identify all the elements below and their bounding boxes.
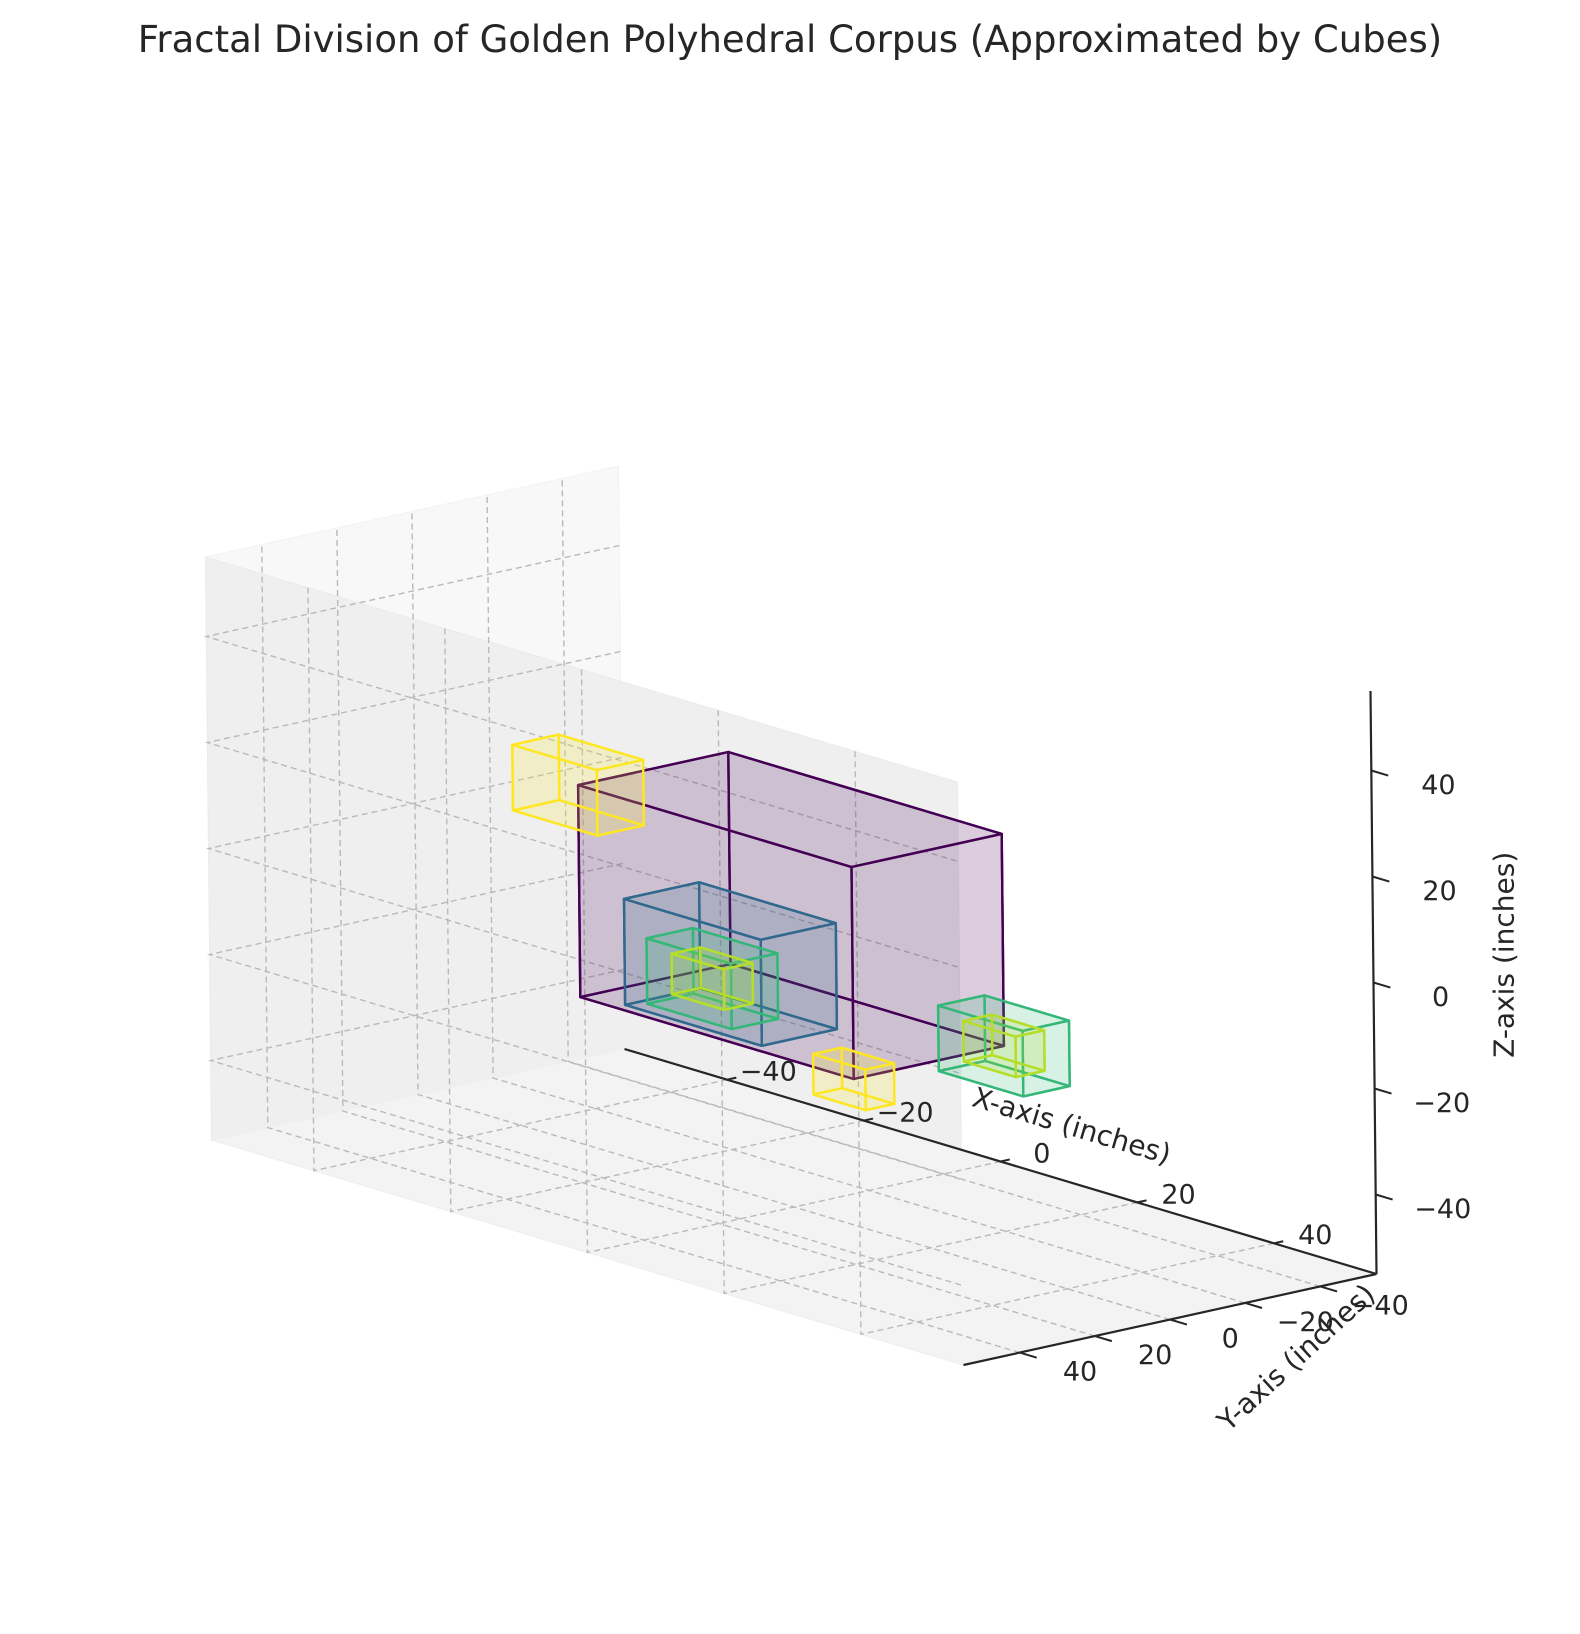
grid-lines	[203, 478, 1321, 1354]
x-tick-mark	[1000, 1158, 1011, 1163]
gridline-x	[580, 669, 1001, 1254]
x-tick-mark	[863, 1117, 874, 1122]
cube-face	[511, 733, 561, 812]
z-tick-label: 40	[1421, 770, 1455, 801]
cubes-layer	[511, 733, 1071, 1112]
cube-face	[864, 1062, 896, 1112]
gridline-x	[717, 710, 1138, 1295]
cube-face	[729, 952, 780, 1031]
x-tick-label: 40	[1298, 1220, 1332, 1251]
z-tick-mark	[1374, 1087, 1392, 1095]
y-tick-label: −40	[1352, 1290, 1409, 1321]
cube-face	[850, 832, 1006, 1081]
y-tick-label: 40	[1063, 1357, 1097, 1388]
cube-face	[759, 922, 839, 1048]
z-axis-label: Z-axis (inches)	[1488, 852, 1521, 1058]
z-tick-label: 20	[1422, 876, 1456, 907]
cube-face	[962, 1013, 994, 1063]
cube	[576, 750, 1006, 1081]
cube	[811, 1046, 896, 1112]
x-tick-label: −20	[877, 1098, 934, 1129]
gridline-z	[204, 650, 960, 969]
z-tick-mark	[1371, 769, 1389, 777]
cube-face	[595, 758, 646, 837]
y-tick-mark	[1244, 1301, 1263, 1309]
cube-face	[811, 1046, 844, 1096]
z-tick-mark	[1373, 981, 1391, 989]
x-tick-mark	[726, 1076, 737, 1081]
gridline-y	[486, 494, 1246, 1304]
z-tick-label: −40	[1414, 1194, 1471, 1225]
z-tick-mark	[1372, 875, 1390, 883]
cube	[670, 946, 755, 1011]
tick-labels: −40 −20 0 20 40 −40 −20 0 20 40 −40 −20 0 20 40	[726, 769, 1471, 1388]
cube-face	[1021, 1019, 1071, 1098]
gridline-y	[261, 544, 1021, 1354]
gridline-z	[207, 968, 963, 1287]
y-tick-label: 0	[1222, 1324, 1239, 1355]
x-tick-label: −40	[740, 1057, 797, 1088]
x-tick-mark	[1273, 1240, 1284, 1245]
cube-face	[1014, 1029, 1046, 1079]
gridline-x	[854, 751, 1275, 1336]
x-tick-label: 20	[1161, 1179, 1195, 1210]
y-tick-mark	[1094, 1335, 1113, 1343]
y-tick-label: 20	[1138, 1340, 1172, 1371]
y-tick-label: −20	[1277, 1307, 1334, 1338]
cube	[511, 733, 646, 837]
gridline-x	[307, 587, 728, 1172]
z-tick-label: 0	[1432, 982, 1449, 1013]
x-axis-label: X-axis (inches)	[969, 1081, 1175, 1171]
x-tick-label: 0	[1033, 1138, 1050, 1169]
y-tick-mark	[1319, 1285, 1338, 1293]
z-tick-label: −20	[1413, 1088, 1470, 1119]
cube	[962, 1013, 1046, 1079]
gridline-z	[205, 756, 961, 1075]
gridline-x	[444, 628, 864, 1213]
y-tick-mark	[1169, 1318, 1188, 1326]
gridline-y	[336, 527, 1096, 1337]
gridline-z	[203, 544, 959, 863]
y-tick-mark	[1019, 1351, 1038, 1359]
z-tick-mark	[1375, 1193, 1393, 1201]
cube-face	[670, 946, 702, 996]
x-tick-mark	[1137, 1199, 1147, 1204]
cube-face	[722, 961, 755, 1011]
gridline-y	[411, 511, 1171, 1321]
gridline-y	[561, 478, 1321, 1288]
gridline-z	[206, 862, 962, 1181]
chart-title: Fractal Division of Golden Polyhedral Co…	[138, 18, 1442, 61]
